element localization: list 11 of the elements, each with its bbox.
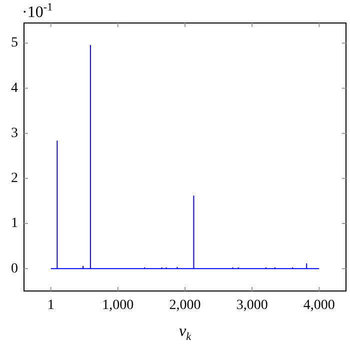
y-tick-label: 5	[11, 36, 18, 51]
y-tick-label: 0	[11, 261, 18, 276]
y-tick-label: 1	[11, 216, 18, 232]
y-tick-label: 2	[11, 171, 18, 186]
x-tick-label: 4,000	[303, 298, 335, 314]
y-tick-label: 4	[11, 80, 18, 96]
x-tick-label: 1,000	[102, 298, 134, 314]
x-tick-label: 2,000	[169, 298, 201, 314]
y-tick-label: 3	[11, 126, 18, 141]
x-tick-label: 3,000	[236, 298, 268, 314]
x-tick-label: 1	[47, 298, 54, 314]
